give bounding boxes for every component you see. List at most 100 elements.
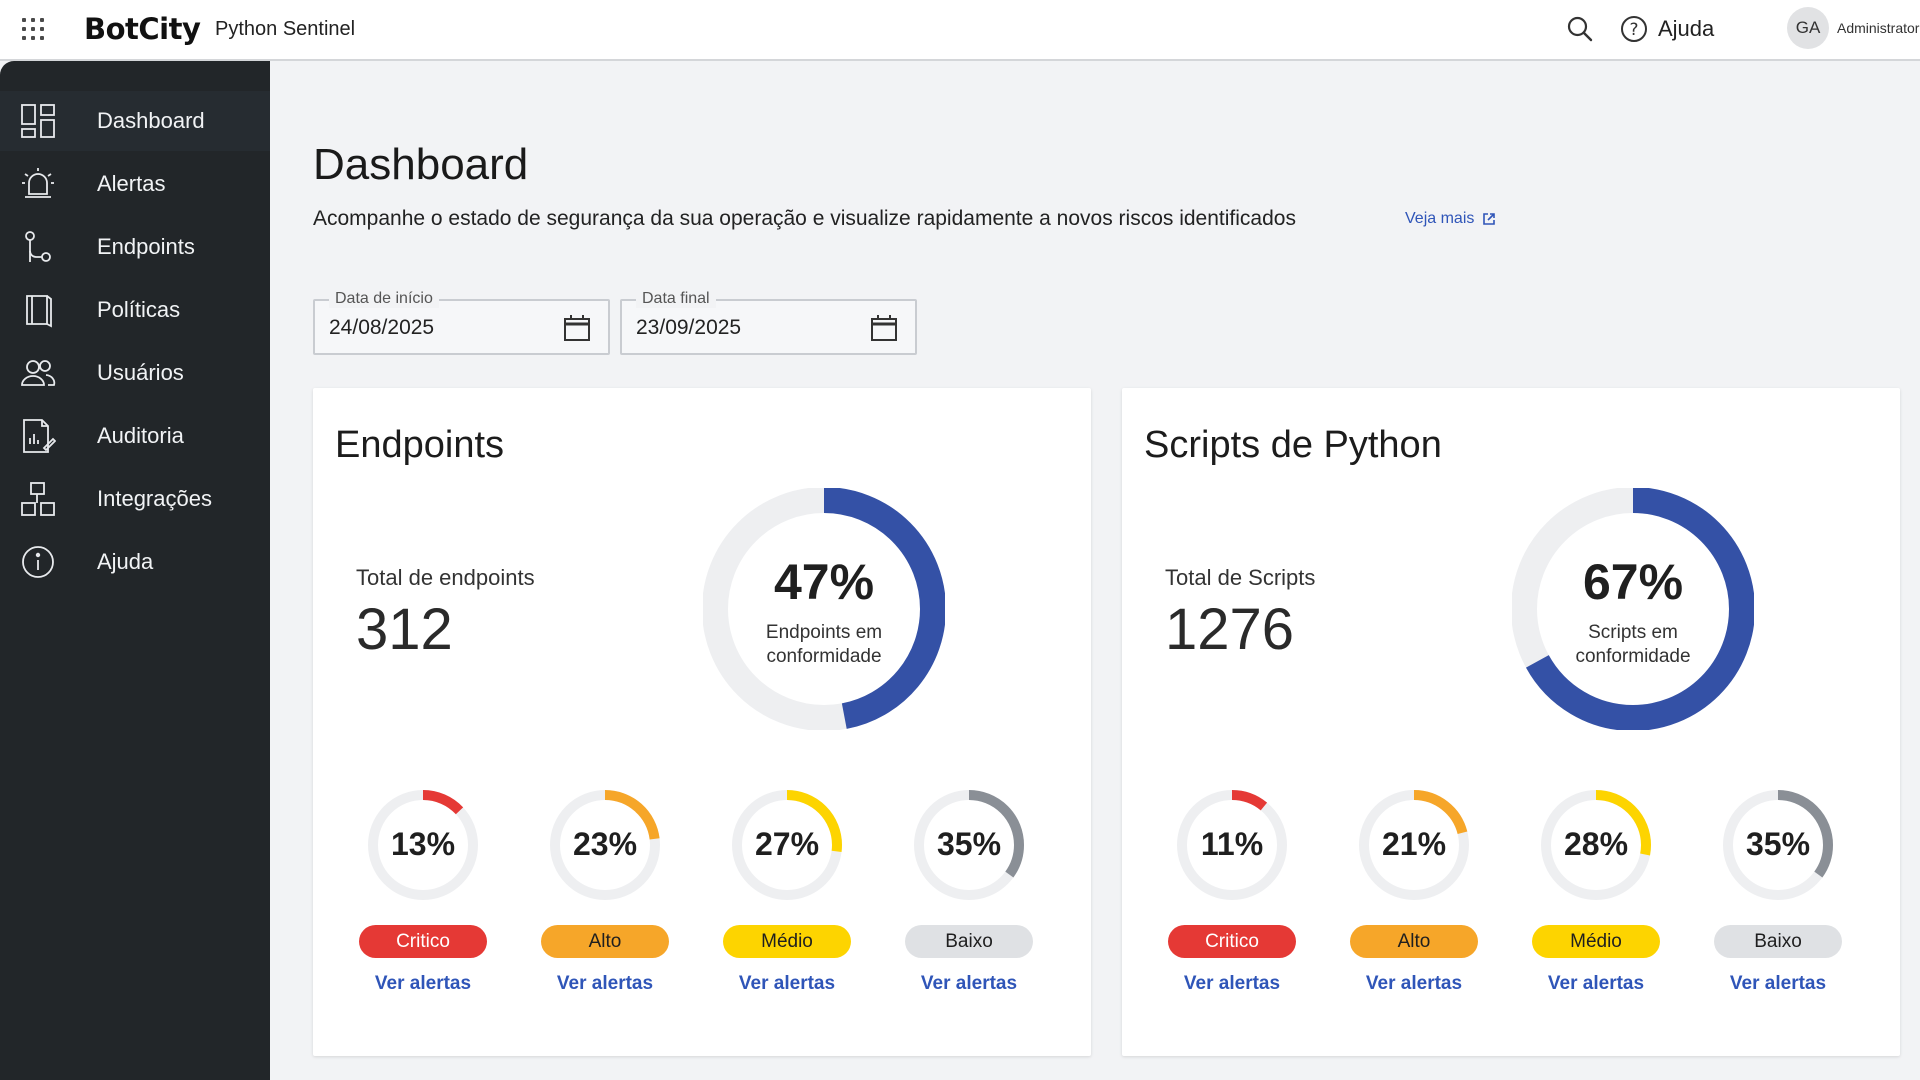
help-label: Ajuda <box>1658 16 1715 41</box>
severity-donut-critico: 13% <box>358 788 488 918</box>
sidebar-item-usuarios[interactable]: Usuários <box>0 343 270 403</box>
ver-alertas-link[interactable]: Ver alertas <box>1183 973 1281 994</box>
severity-percentage: 21% <box>1381 826 1447 862</box>
ver-alertas-link[interactable]: Ver alertas <box>1365 973 1463 994</box>
users-icon <box>21 360 56 386</box>
sidebar-item-endpoints[interactable]: Endpoints <box>0 217 270 277</box>
compliance-caption: Endpoints em conformidade <box>703 621 945 669</box>
see-more-link[interactable]: Veja mais <box>1405 210 1496 228</box>
sidebar-item-auditoria[interactable]: Auditoria <box>0 406 270 466</box>
severity-percentage: 23% <box>572 826 638 862</box>
help-circle-icon: ? <box>1621 16 1647 42</box>
severity-alto-svg-arc <box>1359 790 1469 900</box>
brand-logo[interactable]: BotCity <box>84 12 201 46</box>
total-value: 1276 <box>1165 597 1295 662</box>
sidebar: Dashboard Alertas Endpoints Políticas Us… <box>0 61 270 1080</box>
external-link-icon <box>1483 213 1496 225</box>
severity-baixo-svg-arc <box>1723 790 1833 900</box>
product-name: Python Sentinel <box>215 18 356 40</box>
dashboard-icon <box>21 104 55 138</box>
severity-baixo-svg <box>1723 790 1833 900</box>
severity-baixo-svg <box>914 790 1024 900</box>
severity-percentage: 27% <box>754 826 820 862</box>
compliance-caption-line: conformidade <box>766 646 882 667</box>
severity-donut-critico: 11% <box>1167 788 1297 918</box>
sidebar-item-politicas[interactable]: Políticas <box>0 280 270 340</box>
sidebar-item-label: Políticas <box>97 297 181 322</box>
top-bar: BotCity Python Sentinel ? Ajuda GA Admin… <box>0 0 1920 61</box>
audit-report-icon <box>23 419 56 453</box>
severity-medio-svg <box>732 790 842 900</box>
severity-badge-critico: Critico <box>359 925 487 958</box>
sidebar-item-alertas[interactable]: Alertas <box>0 154 270 214</box>
severity-donut-medio: 27% <box>722 788 852 918</box>
severity-donut-alto: 21% <box>1349 788 1479 918</box>
severity-badge-baixo: Baixo <box>905 925 1033 958</box>
severity-percentage: 11% <box>1200 826 1264 862</box>
severity-percentage: 13% <box>390 826 456 862</box>
search-icon[interactable] <box>1565 14 1595 44</box>
sidebar-item-label: Usuários <box>97 360 184 385</box>
end-date-value[interactable]: 23/09/2025 <box>636 316 742 339</box>
scripts-card: Scripts de Python Total de Scripts 1276 67%… <box>1122 388 1900 1056</box>
avatar[interactable]: GA <box>1787 7 1829 49</box>
severity-percentage: 35% <box>1745 826 1811 862</box>
sidebar-item-label: Endpoints <box>97 234 195 259</box>
severity-badge-baixo: Baixo <box>1714 925 1842 958</box>
sidebar-item-label: Auditoria <box>97 423 184 448</box>
severity-medio-svg <box>1541 790 1651 900</box>
severity-alto-svg-arc <box>550 790 660 900</box>
ver-alertas-link[interactable]: Ver alertas <box>374 973 472 994</box>
svg-text:?: ? <box>1629 20 1638 40</box>
start-date-field[interactable]: Data de início 24/08/2025 <box>313 290 610 355</box>
total-value: 312 <box>356 597 453 662</box>
total-label: Total de Scripts <box>1165 565 1316 590</box>
compliance-donut-svg-arc <box>1511 487 1755 731</box>
end-date-field[interactable]: Data final 23/09/2025 <box>620 290 917 355</box>
card-title: Endpoints <box>335 424 505 466</box>
severity-critico-svg-arc <box>368 790 478 900</box>
endpoint-icon <box>25 231 51 262</box>
sidebar-item-dashboard[interactable]: Dashboard <box>0 91 270 151</box>
severity-donut-medio: 28% <box>1531 788 1661 918</box>
severity-donut-alto: 23% <box>540 788 670 918</box>
severity-percentage: 35% <box>936 826 1002 862</box>
page-title: Dashboard <box>313 140 529 189</box>
sidebar-item-label: Dashboard <box>97 108 205 133</box>
see-more-label: Veja mais <box>1405 210 1475 227</box>
integrations-icon <box>21 482 55 516</box>
severity-alto-svg <box>1359 790 1469 900</box>
alarm-bell-icon <box>22 168 54 198</box>
sidebar-item-integracoes[interactable]: Integrações <box>0 469 270 529</box>
compliance-caption-line: conformidade <box>1575 646 1691 667</box>
help-button[interactable]: ? Ajuda <box>1620 14 1714 44</box>
end-date-label: Data final <box>636 290 716 308</box>
start-date-value[interactable]: 24/08/2025 <box>329 316 435 339</box>
severity-baixo-svg-arc <box>914 790 1024 900</box>
sidebar-item-label: Alertas <box>97 171 166 196</box>
ver-alertas-link[interactable]: Ver alertas <box>1547 973 1645 994</box>
ver-alertas-link[interactable]: Ver alertas <box>738 973 836 994</box>
severity-medio-svg-arc <box>732 790 842 900</box>
compliance-caption-line: Scripts em <box>1588 622 1678 643</box>
apps-grid-icon[interactable] <box>20 16 46 42</box>
severity-badge-alto: Alto <box>541 925 669 958</box>
start-date-label: Data de início <box>329 290 439 308</box>
compliance-donut-svg <box>1511 487 1755 731</box>
calendar-icon[interactable] <box>562 313 592 343</box>
compliance-donut-svg-arc <box>702 487 946 731</box>
sidebar-item-ajuda[interactable]: Ajuda <box>0 532 270 592</box>
severity-badge-medio: Médio <box>723 925 851 958</box>
ver-alertas-link[interactable]: Ver alertas <box>556 973 654 994</box>
info-icon <box>22 546 54 578</box>
policy-book-icon <box>26 295 52 328</box>
ver-alertas-link[interactable]: Ver alertas <box>920 973 1018 994</box>
compliance-donut-svg <box>702 487 946 731</box>
endpoints-card: Endpoints Total de endpoints 312 47% Endpoin… <box>313 388 1091 1056</box>
total-label: Total de endpoints <box>356 565 535 590</box>
user-role[interactable]: Administrator <box>1837 20 1920 36</box>
severity-badge-alto: Alto <box>1350 925 1478 958</box>
ver-alertas-link[interactable]: Ver alertas <box>1729 973 1827 994</box>
calendar-icon[interactable] <box>869 313 899 343</box>
severity-badge-medio: Médio <box>1532 925 1660 958</box>
